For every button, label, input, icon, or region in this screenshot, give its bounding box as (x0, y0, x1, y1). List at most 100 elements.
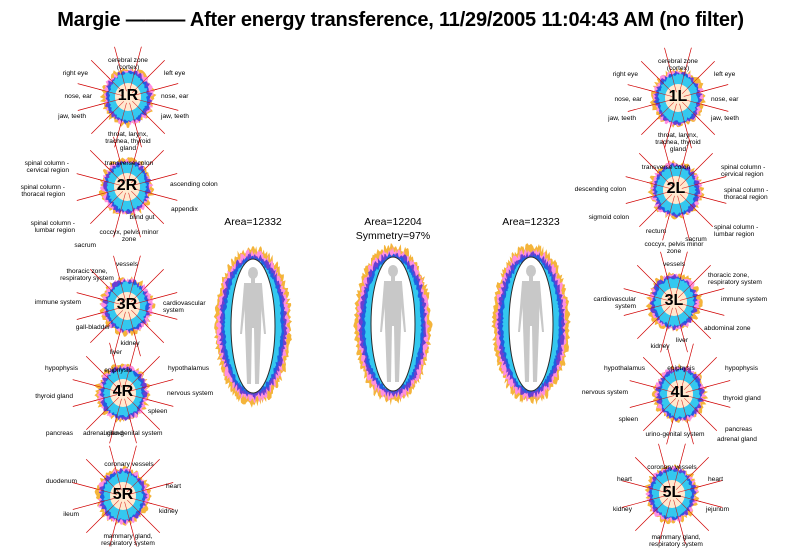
organ-label: heart (166, 483, 182, 490)
organ-label: spinal column - cervical region (24, 160, 69, 174)
body-aura-figure (213, 245, 292, 408)
chakra-ring-1L (627, 47, 729, 149)
organ-label: urino-genital system (645, 431, 705, 438)
organ-label: sigmoid colon (588, 214, 629, 221)
organ-label: immune system (721, 296, 768, 303)
organ-label: ascending colon (170, 181, 218, 188)
organ-label: urino-genital system (103, 430, 163, 437)
organ-label: coronary vessels (104, 461, 154, 468)
organ-label: duodenum (45, 478, 77, 485)
chakra-code: 3R (116, 296, 138, 313)
organ-label: spinal column - lumbar region (714, 224, 759, 238)
organ-label: hypophysis (725, 365, 758, 372)
area-label: Area=12332 (224, 216, 282, 228)
organ-label: thyroid gland (35, 393, 73, 400)
organ-label: rectum (645, 228, 667, 235)
chakra-ring-2L (625, 139, 727, 241)
organ-label: spleen (148, 408, 168, 415)
chakra-code: 3L (664, 292, 684, 309)
human-silhouette (380, 265, 406, 382)
chakra-code: 2L (666, 180, 686, 197)
organ-label: transverse colon (104, 160, 154, 167)
organ-label: vessels (116, 261, 138, 268)
organ-label: nose, ear (64, 93, 93, 100)
organ-label: blind gut (129, 214, 155, 221)
symmetry-label: Symmetry=97% (355, 230, 431, 242)
chakra-ring-3L (623, 251, 725, 353)
organ-label: spinal column - thoracal region (20, 184, 65, 198)
organ-label: spinal column - thoracal region (724, 187, 769, 201)
organ-label: right eye (612, 71, 638, 78)
organ-label: heart (708, 476, 724, 483)
organ-label: thyroid gland (723, 395, 761, 402)
organ-label: thoracic zone, respiratory system (708, 272, 762, 286)
organ-label: nose, ear (161, 93, 189, 100)
chakra-code: 1L (668, 88, 688, 105)
organ-label: jejunum (706, 506, 730, 513)
organ-label: throat, larynx, trachea, thyroid gland (655, 132, 701, 153)
organ-label: epiphysis (667, 365, 695, 372)
organ-label: kidney (612, 506, 632, 513)
organ-label: nose, ear (711, 96, 739, 103)
area-label: Area=12204 (364, 216, 422, 228)
organ-label: nervous system (581, 389, 628, 396)
organ-label: hypothalamus (603, 365, 645, 372)
body-aura-figure (491, 243, 571, 405)
organ-label: adrenal gland (83, 430, 123, 437)
chakra-ring-5L (621, 443, 723, 545)
organ-label: mammary gland, respiratory system (101, 533, 155, 547)
organ-label: coccyx, pelvis minor zone (644, 241, 704, 255)
organ-label: coronary vessels (647, 464, 697, 471)
organ-label: appendix (171, 206, 198, 213)
organ-label: abdominal zone (704, 325, 751, 332)
organ-label: heart (616, 476, 632, 483)
chakra-code: 1R (117, 87, 139, 104)
organ-label: hypothalamus (168, 365, 210, 372)
organ-label: jaw, teeth (711, 115, 739, 122)
chakra-ring-4L (629, 343, 731, 445)
chakra-code: 4R (112, 383, 134, 400)
chakra-ring-2R (76, 136, 178, 238)
organ-label: mammary gland, respiratory system (649, 534, 703, 548)
chakra-ring-3R (76, 255, 178, 357)
organ-label: coccyx, pelvis minor zone (99, 229, 159, 243)
organ-label: cerebral zone (cortex) (658, 58, 698, 72)
chakra-ring-5R (72, 445, 174, 547)
organ-label: liver (109, 349, 123, 356)
organ-label: adrenal gland (717, 436, 757, 443)
organ-label: kidney (120, 340, 140, 347)
organ-label: cardiovascular system (163, 300, 206, 314)
organ-label: hypophysis (45, 365, 78, 372)
organ-label: throat, larynx, trachea, thyroid gland (105, 131, 151, 152)
chakra-code: 4L (670, 384, 690, 401)
chakra-code: 5R (112, 486, 134, 503)
organ-label: sacrum (685, 236, 707, 243)
organ-label: jaw, teeth (608, 115, 636, 122)
organ-label: nervous system (167, 390, 214, 397)
chakra-code: 5L (662, 484, 682, 501)
chakra-code: 2R (116, 177, 138, 194)
organ-label: pancreas (45, 430, 73, 437)
organ-label: ileum (63, 511, 79, 518)
organ-label: spleen (618, 416, 638, 423)
organ-label: left eye (714, 71, 736, 78)
organ-label: left eye (164, 70, 186, 77)
organ-label: epiphysis (104, 367, 132, 374)
organ-label: thoracic zone, respiratory system (60, 268, 114, 282)
organ-label: pancreas (725, 426, 753, 433)
organ-label: cerebral zone (cortex) (108, 57, 148, 71)
human-silhouette (518, 265, 544, 382)
organ-label: kidney (650, 343, 670, 350)
organ-label: sacrum (74, 242, 96, 249)
chakra-ring-4R (72, 342, 174, 444)
page-title: Margie ——— After energy transference, 11… (57, 9, 744, 31)
organ-label: spinal column - lumbar region (30, 220, 75, 234)
organ-label: vessels (663, 261, 685, 268)
organ-label: spinal column - cervical region (721, 164, 766, 178)
organ-label: right eye (62, 70, 88, 77)
organ-label: transverse colon (641, 164, 691, 171)
organ-label: jaw, teeth (58, 113, 86, 120)
area-label: Area=12323 (502, 216, 560, 228)
organ-label: gall-bladder (75, 324, 111, 331)
